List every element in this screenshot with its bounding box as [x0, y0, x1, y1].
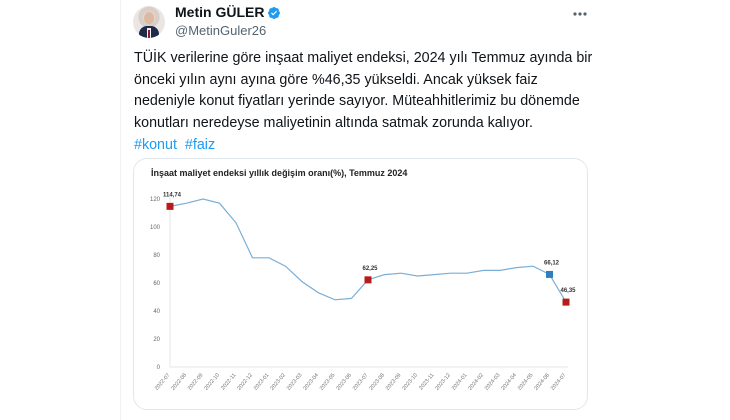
y-tick-label: 120 — [150, 197, 161, 203]
x-tick-label: 2023-11 — [418, 372, 435, 391]
x-tick-label: 2024-04 — [500, 372, 518, 391]
x-tick-label: 2024-07 — [550, 372, 568, 391]
chart-title: İnşaat maliyet endeksi yıllık değişim or… — [151, 168, 408, 178]
line-chart: 0204060801001202022-072022-082022-092022… — [150, 192, 576, 391]
x-tick-label: 2023-03 — [286, 372, 304, 391]
x-tick-label: 2023-05 — [319, 372, 337, 391]
x-tick-label: 2022-08 — [170, 372, 188, 391]
data-point-marker — [546, 270, 553, 278]
x-tick-label: 2023-04 — [302, 372, 320, 391]
x-tick-label: 2023-09 — [385, 372, 403, 391]
x-tick-label: 2022-12 — [236, 372, 254, 391]
y-tick-label: 0 — [157, 365, 161, 371]
x-tick-label: 2023-07 — [352, 372, 370, 391]
tweet-body: TÜİK verilerine göre inşaat maliyet ende… — [134, 50, 593, 132]
more-dots-icon — [573, 12, 587, 16]
tweet-text: TÜİK verilerine göre inşaat maliyet ende… — [134, 48, 594, 157]
hashtags: #konut #faiz — [134, 135, 594, 157]
data-point-marker — [562, 298, 570, 306]
author-handle[interactable]: @MetinGuler26 — [175, 23, 267, 38]
y-tick-label: 20 — [153, 337, 160, 343]
data-point-marker — [364, 276, 372, 284]
data-point-label: 46,35 — [560, 288, 576, 294]
x-tick-label: 2023-01 — [253, 372, 271, 391]
data-point-label: 114,74 — [163, 192, 182, 198]
hashtag-faiz[interactable]: #faiz — [184, 136, 216, 153]
x-tick-label: 2023-10 — [401, 372, 419, 391]
x-tick-label: 2024-03 — [484, 372, 502, 391]
tweet: Metin GÜLER @MetinGuler26 TÜİK verilerin… — [121, 0, 601, 420]
x-tick-label: 2022-11 — [220, 372, 237, 391]
data-point-label: 62,25 — [362, 266, 378, 272]
x-tick-label: 2024-02 — [467, 372, 485, 391]
x-tick-label: 2023-12 — [434, 372, 452, 391]
chart-image-card[interactable]: İnşaat maliyet endeksi yıllık değişim or… — [133, 158, 588, 410]
x-tick-label: 2022-10 — [203, 372, 221, 391]
x-tick-label: 2022-07 — [154, 372, 172, 391]
avatar[interactable] — [133, 5, 165, 38]
author-name[interactable]: Metin GÜLER — [175, 4, 265, 20]
y-tick-label: 80 — [153, 253, 160, 259]
x-tick-label: 2023-02 — [269, 372, 287, 391]
data-line — [169, 198, 567, 303]
y-tick-label: 100 — [150, 225, 161, 231]
data-point-label: 66,12 — [544, 260, 560, 266]
x-tick-label: 2023-06 — [335, 372, 353, 391]
x-tick-label: 2024-06 — [533, 372, 551, 391]
verified-badge-icon — [268, 6, 281, 19]
hashtag-konut[interactable]: #konut — [134, 136, 177, 153]
x-tick-label: 2022-09 — [187, 372, 205, 391]
y-tick-label: 40 — [153, 309, 160, 315]
x-tick-label: 2023-08 — [368, 372, 386, 391]
x-tick-label: 2024-05 — [517, 372, 535, 391]
data-point-marker — [166, 202, 174, 210]
y-tick-label: 60 — [153, 281, 160, 287]
more-options-button[interactable] — [573, 6, 587, 18]
tweet-header: Metin GÜLER @MetinGuler26 — [133, 4, 281, 39]
timeline-border — [120, 0, 121, 420]
x-tick-label: 2024-01 — [451, 372, 469, 391]
